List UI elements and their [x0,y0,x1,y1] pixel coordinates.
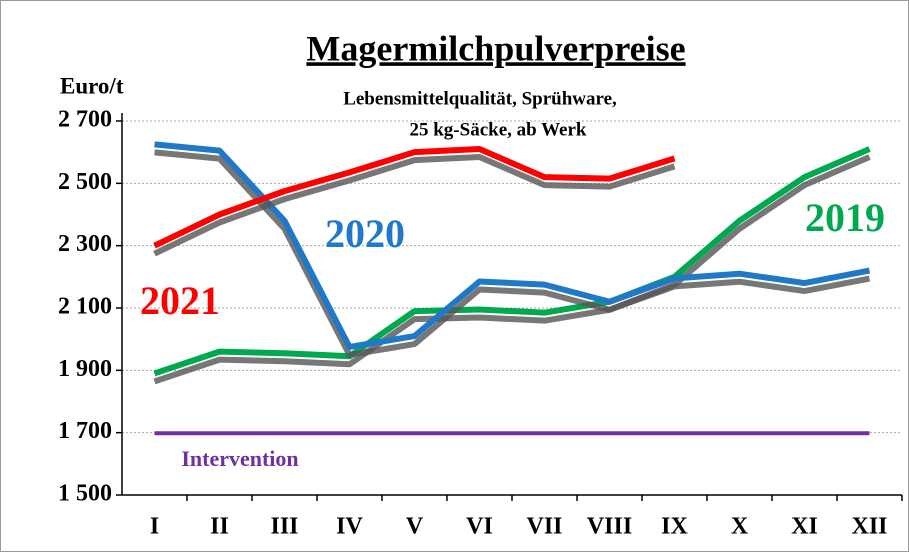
y-tick-label: 2 100 [58,294,112,320]
y-tick-label: 1 900 [58,356,112,382]
x-tick-label: III [270,514,298,540]
series-label: 2021 [140,278,220,323]
x-tick-label: II [210,514,229,540]
y-tick-label: 2 700 [58,107,112,133]
x-tick-label: V [406,514,424,540]
x-tick-label: IX [661,514,688,540]
x-tick-label: I [150,514,159,540]
line-shadow [153,154,676,257]
subtitle: Lebensmittelqualität, Sprühware, [343,88,617,109]
chart-title: Magermilchpulverpreise [306,28,685,68]
x-tick-label: XI [791,514,818,540]
y-tick-label: 1 500 [58,481,112,507]
line-shadow [154,149,871,358]
x-tick-label: IV [336,514,363,540]
x-tick-label: VII [526,514,562,540]
x-tick-label: VI [466,514,493,540]
x-tick-label: X [731,514,749,540]
series-label: 2019 [805,195,885,240]
y-tick-label: 2 500 [58,169,112,195]
subtitle: 25 kg-Säcke, ab Werk [409,119,586,140]
line [153,146,676,249]
y-tick-label: 2 300 [58,231,112,257]
line [154,141,871,350]
line-shadow [153,154,871,385]
x-tick-label: VIII [587,514,632,540]
x-tick-label: XII [851,514,887,540]
series-label: Intervention [181,446,298,471]
series-label: 2020 [325,211,405,256]
y-tick-label: 1 700 [58,418,112,444]
y-axis-label: Euro/t [60,73,124,98]
line [153,146,871,377]
